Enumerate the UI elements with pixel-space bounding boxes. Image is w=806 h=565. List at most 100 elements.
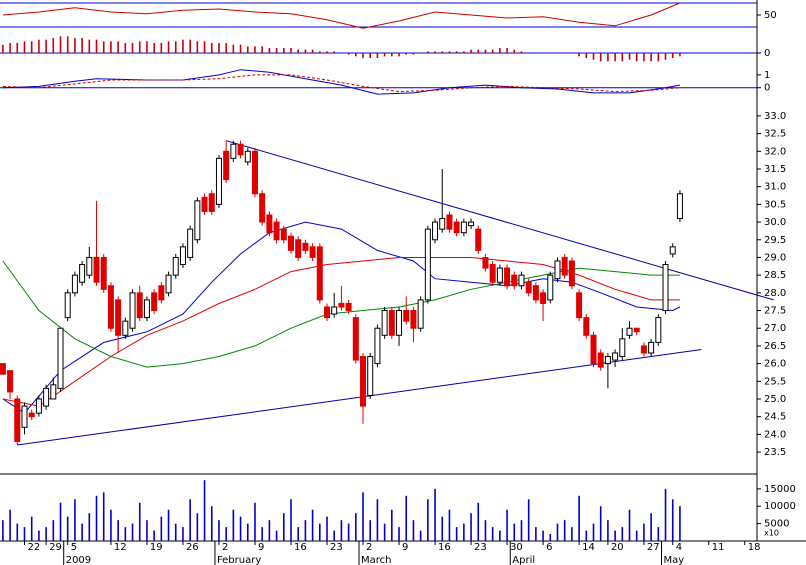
candle-body bbox=[676, 193, 683, 220]
x-tick-label: 16 bbox=[294, 542, 307, 553]
candle-body bbox=[172, 256, 179, 276]
bar bbox=[657, 527, 660, 541]
bar bbox=[585, 53, 588, 58]
bar bbox=[117, 41, 119, 53]
candle-body bbox=[201, 196, 208, 212]
bar bbox=[2, 44, 4, 53]
y-tick-label: 0 bbox=[764, 48, 770, 59]
candle-body bbox=[151, 292, 158, 312]
bar bbox=[102, 41, 105, 53]
bar bbox=[160, 516, 163, 541]
y-tick-label: 32.5 bbox=[764, 129, 786, 140]
indicator-line bbox=[2, 69, 680, 95]
bar bbox=[74, 38, 76, 53]
bar bbox=[304, 49, 307, 53]
y-tick-label: 28.5 bbox=[764, 270, 786, 281]
bar bbox=[585, 530, 588, 541]
candle-body bbox=[244, 150, 251, 163]
indicator-line bbox=[2, 74, 680, 93]
candle-body bbox=[165, 274, 172, 294]
candle-body bbox=[475, 228, 482, 251]
x-tick-label: 5 bbox=[71, 542, 77, 553]
bar bbox=[506, 509, 508, 541]
bar bbox=[491, 527, 494, 541]
month-label: May bbox=[664, 555, 685, 565]
bar bbox=[182, 527, 184, 541]
y-tick-label: 27.0 bbox=[764, 323, 786, 334]
bar bbox=[355, 513, 357, 541]
bar bbox=[448, 51, 451, 53]
bar bbox=[628, 53, 631, 60]
x-tick-label: 30 bbox=[510, 542, 523, 553]
bar bbox=[74, 499, 76, 541]
x-tick-label: 2 bbox=[366, 542, 372, 553]
candle-body bbox=[633, 327, 640, 333]
bar bbox=[470, 49, 472, 53]
bar bbox=[470, 513, 472, 541]
bar bbox=[326, 516, 328, 541]
bar bbox=[571, 527, 573, 541]
bar bbox=[290, 499, 292, 541]
candle-body bbox=[439, 218, 446, 230]
candle-body bbox=[489, 264, 496, 283]
candle-body bbox=[338, 302, 345, 308]
bar bbox=[290, 48, 292, 53]
bar bbox=[405, 53, 408, 55]
indicator-line bbox=[2, 2, 681, 29]
y-tick-label: 28.0 bbox=[764, 288, 786, 299]
candle-body bbox=[14, 398, 21, 442]
bar bbox=[102, 492, 105, 541]
candle-body bbox=[374, 327, 381, 365]
bar bbox=[210, 506, 213, 541]
bar bbox=[160, 43, 163, 53]
candle-body bbox=[7, 370, 14, 393]
bar bbox=[52, 520, 55, 541]
bar bbox=[311, 509, 314, 541]
bar bbox=[9, 43, 11, 53]
bar bbox=[477, 502, 480, 541]
bar bbox=[95, 495, 98, 541]
candle-body bbox=[482, 256, 489, 269]
bar bbox=[650, 53, 652, 62]
candle-body bbox=[273, 221, 280, 241]
y-tick-label: 31.5 bbox=[764, 164, 786, 175]
candle-body bbox=[496, 267, 503, 283]
bar bbox=[578, 495, 580, 541]
candle-body bbox=[511, 274, 518, 287]
y-tick-label: 0 bbox=[764, 83, 770, 94]
candle-body bbox=[251, 150, 258, 195]
candle-body bbox=[136, 292, 143, 319]
bar bbox=[383, 523, 386, 541]
y-tick-label: 33.0 bbox=[764, 111, 786, 122]
bar bbox=[592, 523, 595, 541]
y-tick-label: 25.5 bbox=[764, 376, 786, 387]
bar bbox=[427, 499, 429, 541]
bar bbox=[643, 53, 645, 62]
candle-body bbox=[367, 356, 374, 396]
candle-body bbox=[237, 143, 244, 156]
bar bbox=[30, 41, 33, 53]
bar bbox=[434, 51, 436, 53]
bar bbox=[527, 499, 530, 541]
candle-body bbox=[302, 242, 309, 251]
candle-body bbox=[93, 256, 100, 283]
bar bbox=[153, 43, 155, 53]
y-tick-label: 23.5 bbox=[764, 447, 786, 458]
x-tick-label: 14 bbox=[582, 542, 595, 553]
bar bbox=[167, 509, 170, 541]
candle-body bbox=[504, 267, 511, 287]
candle-body bbox=[597, 352, 604, 368]
bar bbox=[297, 49, 299, 53]
bar bbox=[311, 49, 314, 53]
bar bbox=[131, 523, 134, 541]
bar bbox=[412, 520, 415, 541]
x-tick-label: 12 bbox=[114, 542, 127, 553]
bar bbox=[246, 46, 249, 53]
x-tick-label: 19 bbox=[150, 542, 163, 553]
bar bbox=[59, 36, 62, 53]
bar bbox=[664, 53, 667, 60]
x-tick-label: 29 bbox=[49, 542, 62, 553]
bar bbox=[30, 516, 33, 541]
bar bbox=[578, 53, 580, 57]
candle-body bbox=[35, 398, 42, 414]
